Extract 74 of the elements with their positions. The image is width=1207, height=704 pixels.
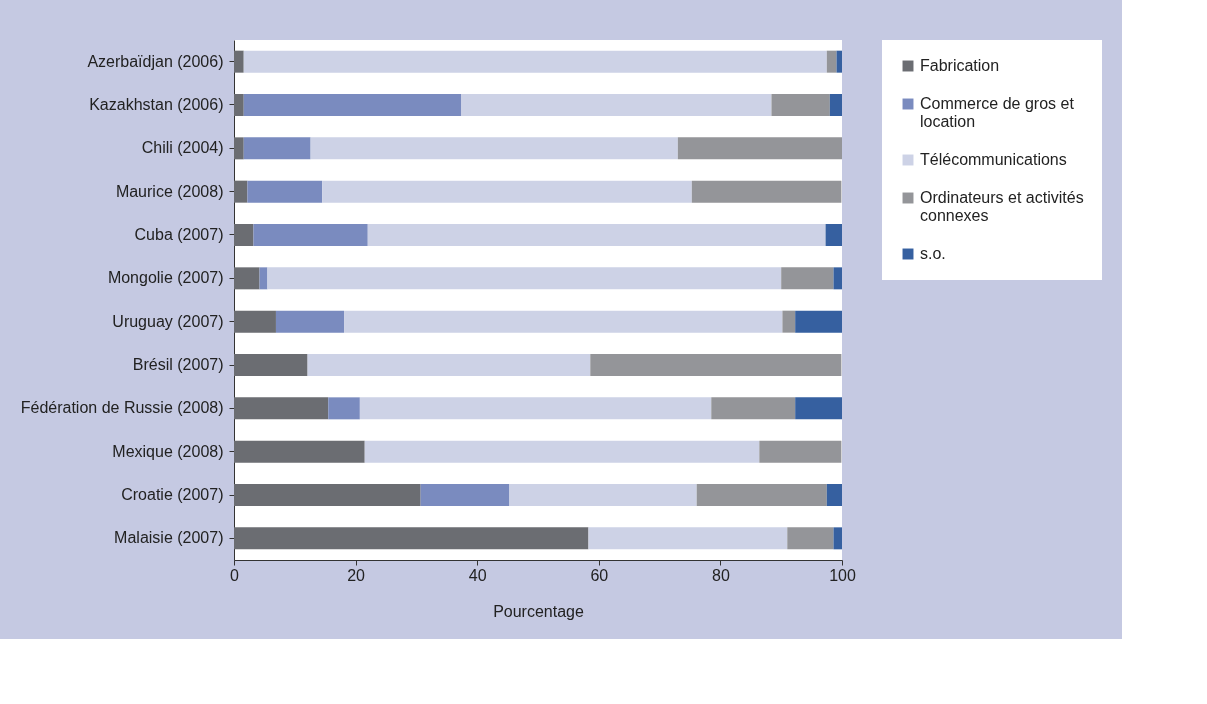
legend-label: Télécommunications: [920, 151, 1067, 168]
bar: [322, 180, 692, 203]
bar: [243, 137, 311, 160]
bar: [234, 440, 365, 463]
bar: [836, 50, 842, 73]
x-tick-label: 80: [712, 566, 730, 584]
bar: [588, 527, 788, 550]
bar: [711, 397, 796, 420]
bar: [829, 94, 842, 116]
x-tick-label: 20: [347, 566, 366, 584]
bar: [795, 397, 842, 420]
legend-label: s.o.: [920, 245, 946, 262]
bar: [234, 137, 244, 160]
bar: [234, 310, 276, 333]
bar: [825, 224, 842, 246]
bar: [234, 224, 254, 246]
bar: [275, 310, 345, 333]
y-tick-label: Azerbaïdjan (2006): [87, 52, 224, 70]
x-tick-label: 60: [590, 566, 609, 584]
bar: [359, 397, 712, 420]
bar: [759, 440, 842, 463]
bar: [344, 310, 783, 333]
bar: [781, 267, 834, 290]
bar: [590, 354, 842, 376]
bar: [833, 267, 842, 290]
bar: [509, 484, 697, 506]
bar: [795, 310, 842, 333]
y-tick-label: Chili (2004): [141, 139, 224, 157]
bar: [247, 180, 323, 203]
bar: [367, 224, 826, 246]
bar: [364, 440, 760, 463]
y-tick-label: Brésil (2007): [132, 356, 224, 373]
bar: [234, 94, 244, 116]
bar: [234, 50, 244, 73]
bar: [234, 354, 308, 376]
bar: [243, 94, 462, 116]
y-tick-label: Uruguay (2007): [112, 312, 224, 330]
bar: [267, 267, 782, 290]
legend-label: Ordinateurs et activités connexes: [920, 189, 1084, 224]
bar: [826, 50, 837, 73]
legend-label: Commerce de gros et location: [920, 95, 1075, 130]
x-tick-label: 0: [230, 566, 240, 584]
bar: [307, 354, 591, 376]
bar: [826, 484, 842, 506]
x-tick-label: 40: [468, 566, 487, 584]
bar: [234, 267, 260, 290]
bar: [833, 527, 842, 550]
bar: [234, 484, 421, 506]
x-axis-title: Pourcentage: [493, 602, 584, 620]
y-tick-label: Cuba (2007): [134, 226, 224, 243]
bar: [696, 484, 827, 506]
bar: [328, 397, 360, 420]
bar: [771, 94, 830, 116]
y-tick-label: Fédération de Russie (2008): [20, 399, 224, 417]
y-tick-label: Mongolie (2007): [107, 269, 224, 287]
bar: [234, 527, 589, 550]
bar: [253, 224, 368, 246]
x-tick-label: 100: [829, 566, 856, 584]
y-tick-label: Kazakhstan (2006): [89, 96, 224, 113]
bar: [310, 137, 678, 160]
y-tick-label: Croatie (2007): [121, 486, 224, 503]
bar: [234, 397, 329, 420]
y-tick-label: Malaisie (2007): [114, 529, 224, 547]
legend-label: Fabrication: [920, 57, 1000, 74]
bar: [782, 310, 796, 333]
bar: [677, 137, 842, 160]
bar: [420, 484, 510, 506]
bar: [691, 180, 842, 203]
bar: [234, 180, 248, 203]
y-tick-label: Mexique (2008): [112, 442, 224, 460]
bar: [787, 527, 834, 550]
bar: [243, 50, 827, 73]
y-tick-label: Maurice (2008): [115, 182, 224, 200]
bar: [461, 94, 772, 116]
